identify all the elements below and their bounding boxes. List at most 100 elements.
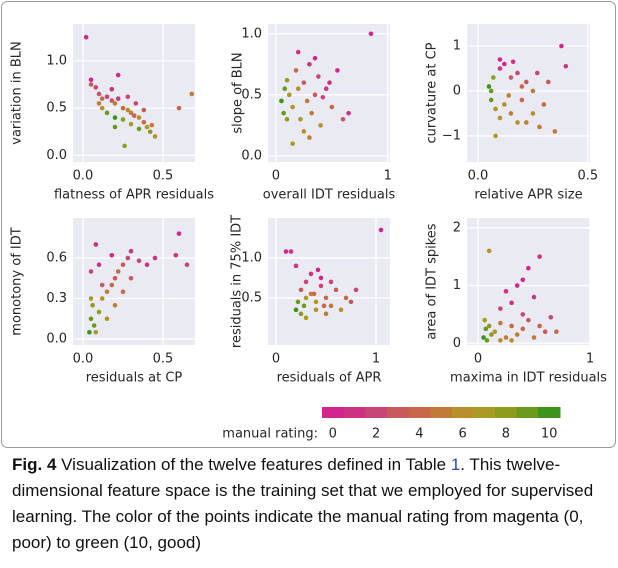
- x-axis-label: residuals at CP: [86, 371, 183, 386]
- x-tick-label: 1: [372, 352, 380, 367]
- colorbar-segment: [451, 407, 474, 418]
- frame: [1, 1, 616, 448]
- x-tick-label: 0: [272, 169, 280, 184]
- y-tick-label: 0: [453, 336, 461, 351]
- point: [493, 106, 498, 112]
- point: [329, 104, 335, 110]
- point: [502, 102, 507, 107]
- point: [486, 84, 492, 89]
- caption-rest: . This twelve-dimensional feature space …: [12, 455, 594, 552]
- point: [90, 302, 95, 308]
- point: [545, 79, 551, 85]
- point: [109, 282, 115, 288]
- point: [489, 332, 494, 337]
- y-tick-label: −1: [442, 128, 461, 143]
- point: [312, 92, 318, 98]
- point: [93, 330, 99, 335]
- point: [368, 31, 374, 37]
- point: [343, 295, 349, 301]
- point: [120, 105, 126, 111]
- y-tick-label: 0.0: [241, 148, 262, 163]
- point: [514, 283, 520, 288]
- point: [93, 85, 99, 90]
- point: [128, 121, 134, 127]
- colorbar-tick-label: 6: [458, 427, 466, 442]
- point: [503, 335, 509, 340]
- point: [88, 296, 94, 301]
- point: [520, 312, 526, 317]
- y-tick-label: 1: [453, 39, 461, 54]
- point: [152, 255, 158, 261]
- point: [125, 255, 131, 261]
- point: [519, 97, 525, 103]
- point: [531, 294, 537, 300]
- point: [481, 335, 486, 340]
- point: [99, 105, 105, 111]
- point: [295, 299, 301, 305]
- colorbar-segment: [386, 407, 410, 418]
- point: [554, 329, 559, 335]
- colorbar-segment: [408, 407, 431, 418]
- point: [295, 86, 301, 92]
- point: [515, 120, 520, 125]
- x-tick-label: 0.5: [577, 169, 598, 184]
- point: [112, 302, 118, 308]
- point: [120, 289, 126, 295]
- point: [537, 124, 542, 130]
- point: [115, 72, 121, 78]
- point: [318, 283, 324, 289]
- caption-text: Visualization of the twelve features def…: [61, 455, 451, 474]
- point: [488, 97, 494, 103]
- colorbar-segment: [322, 407, 345, 418]
- table-link[interactable]: 1: [450, 455, 461, 474]
- point: [91, 323, 97, 328]
- point: [483, 326, 489, 332]
- point: [112, 124, 118, 130]
- x-tick-label: 0.0: [73, 169, 94, 184]
- point: [99, 282, 105, 288]
- point: [328, 303, 334, 309]
- plot-area: [467, 24, 590, 162]
- x-tick-label: 1: [586, 352, 594, 367]
- point: [120, 262, 126, 268]
- point: [93, 242, 99, 247]
- point: [378, 227, 384, 233]
- x-axis-label: overall IDT residuals: [263, 188, 396, 203]
- point: [510, 59, 516, 65]
- point: [125, 94, 131, 100]
- point: [541, 102, 547, 107]
- point: [144, 124, 150, 130]
- colorbar-segment: [495, 407, 518, 418]
- point: [318, 275, 324, 281]
- point: [128, 110, 134, 116]
- point: [99, 96, 105, 101]
- point: [290, 104, 295, 110]
- point: [328, 279, 334, 285]
- point: [88, 269, 94, 274]
- plot-area: [467, 218, 590, 345]
- x-tick-label: 0.5: [153, 352, 174, 367]
- point: [335, 68, 340, 73]
- point: [284, 77, 290, 83]
- colorbar-tick-label: 4: [415, 427, 423, 442]
- point: [303, 279, 309, 285]
- point: [488, 88, 494, 94]
- point: [128, 275, 134, 281]
- colorbar-label: manual rating:: [222, 427, 318, 442]
- point: [303, 295, 309, 301]
- point: [509, 300, 514, 306]
- point: [298, 287, 304, 293]
- point: [353, 287, 359, 293]
- point: [519, 84, 525, 89]
- point: [104, 316, 110, 322]
- point: [88, 82, 94, 87]
- point: [563, 63, 569, 69]
- point: [323, 311, 329, 317]
- point: [491, 75, 496, 80]
- point: [333, 287, 339, 293]
- colorbar-segment: [343, 407, 366, 418]
- point: [313, 299, 319, 305]
- point: [503, 289, 509, 294]
- point: [320, 94, 326, 100]
